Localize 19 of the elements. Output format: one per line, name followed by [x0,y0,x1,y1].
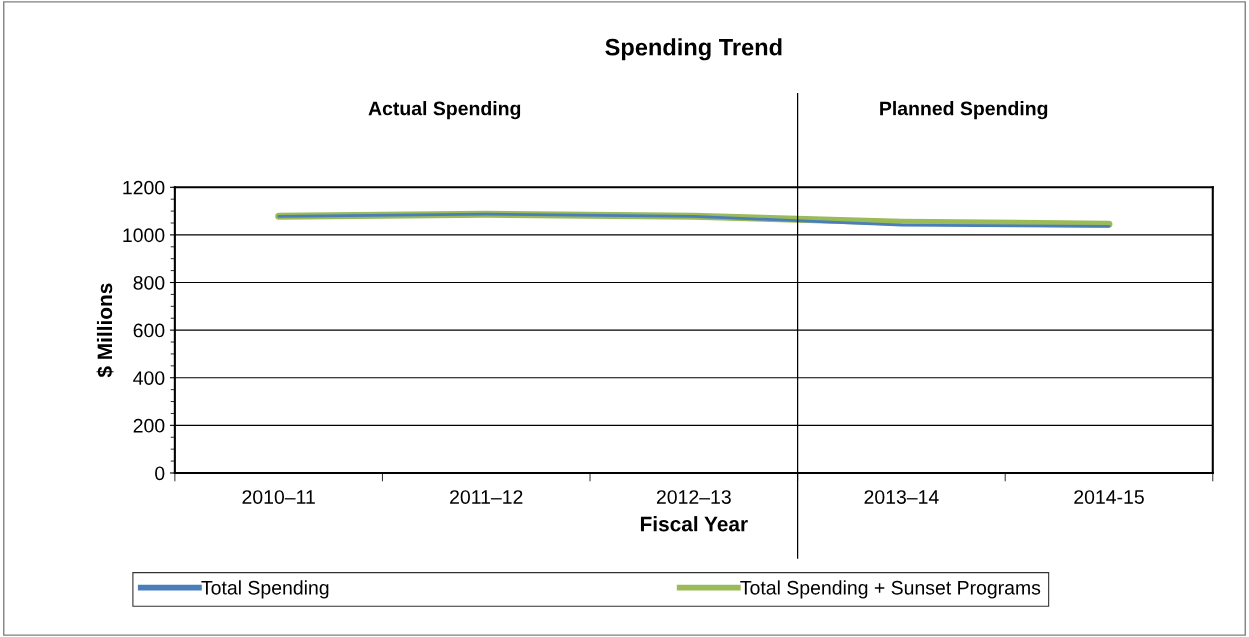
x-axis-title: Fiscal Year [640,516,748,532]
y-tick-label: 200 [133,418,165,433]
y-tick-label: 1200 [123,180,165,195]
x-tick-label: 2010–11 [242,490,315,504]
legend-label: Total Spending + Sunset Programs [740,580,1041,599]
y-tick-label: 0 [155,466,165,481]
y-tick-label: 1000 [123,228,165,243]
x-tick-label: 2014-15 [1074,490,1144,504]
legend-label: Total Spending [201,580,329,599]
y-tick-label: 800 [133,275,165,290]
chart-title: Spending Trend [605,38,782,61]
y-axis-title: $ Millions [96,283,114,378]
text: Actual Spending [368,101,521,120]
x-tick-label: 2011–12 [450,490,523,504]
y-tick-label: 400 [133,371,165,385]
x-tick-label: 2012–13 [656,490,731,504]
text: Planned Spending [880,101,1048,120]
x-tick-label: 2013–14 [864,490,939,504]
y-tick-label: 600 [133,323,165,338]
